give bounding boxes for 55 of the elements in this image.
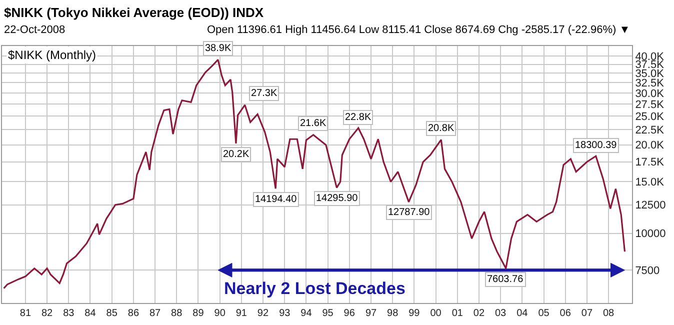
x-tick-label: 03 [494, 308, 507, 319]
annotation: Nearly 2 Lost Decades [224, 279, 406, 298]
y-tick-label: 25.0K [635, 111, 665, 124]
x-tick-label: 97 [365, 308, 378, 319]
annotation: 20.8K [428, 123, 454, 134]
annotation: 14295.90 [316, 193, 358, 204]
x-tick-label: 06 [560, 308, 572, 319]
x-tick-label: 95 [322, 308, 334, 319]
y-tick-label: 15.0K [635, 176, 665, 188]
y-tick-label: 7500 [635, 264, 660, 277]
annotation: 12787.90 [388, 207, 430, 218]
x-tick-label: 86 [128, 308, 140, 319]
annotation: 22.8K [345, 112, 372, 123]
y-tick-label: 17.5K [635, 156, 665, 169]
x-tick-label: 94 [300, 308, 312, 319]
annotation: 14194.40 [255, 194, 298, 205]
y-tick-label: 22.5K [635, 124, 665, 137]
annotation: 38.9K [205, 43, 232, 54]
chart-title: $NIKK (Tokyo Nikkei Average (EOD)) INDX [4, 5, 264, 20]
x-tick-label: 96 [344, 308, 356, 319]
x-tick-label: 91 [236, 308, 248, 319]
y-tick-label: 20.0K [635, 140, 665, 152]
annotation: 18300.39 [575, 140, 618, 151]
x-tick-label: 84 [84, 308, 96, 319]
x-tick-label: 93 [279, 308, 291, 319]
x-tick-label: 87 [149, 308, 162, 319]
chart-subtitle: 22-Oct-2008 [4, 24, 66, 36]
text: Open 11396.61 High 11456.64 Low 8115.41 Close 8674.69 Chg -2585.17 (-22.96%) ▼ [207, 24, 630, 36]
x-tick-label: 01 [452, 308, 464, 319]
x-tick-label: 85 [106, 308, 118, 319]
y-tick-label: 10000 [635, 228, 666, 240]
annotation: $NIKK (Monthly) [8, 48, 96, 62]
y-tick-label: 27.5K [635, 98, 665, 111]
x-tick-label: 02 [473, 308, 485, 319]
x-tick-label: 08 [602, 308, 615, 319]
x-tick-label: 04 [516, 308, 528, 319]
annotation: 7603.76 [487, 274, 524, 285]
y-tick-label: 30.0K [635, 88, 665, 100]
x-tick-label: 00 [430, 308, 442, 319]
x-tick-label: 07 [581, 308, 593, 319]
x-tick-label: 81 [20, 308, 32, 319]
x-tick-label: 05 [538, 308, 550, 319]
x-tick-label: 89 [192, 308, 204, 319]
annotation: 21.6K [300, 118, 326, 129]
y-tick-label: 32.5K [635, 78, 665, 90]
y-tick-label: 12500 [635, 200, 666, 212]
x-tick-label: 92 [257, 308, 269, 319]
x-tick-label: 83 [63, 308, 75, 319]
annotation: 27.3K [251, 88, 278, 99]
x-tick-label: 88 [171, 308, 183, 319]
x-tick-label: 82 [41, 308, 54, 319]
x-tick-label: 99 [408, 308, 420, 319]
annotation: 20.2K [223, 149, 250, 160]
x-tick-label: 90 [214, 308, 226, 319]
x-tick-label: 98 [387, 308, 399, 319]
